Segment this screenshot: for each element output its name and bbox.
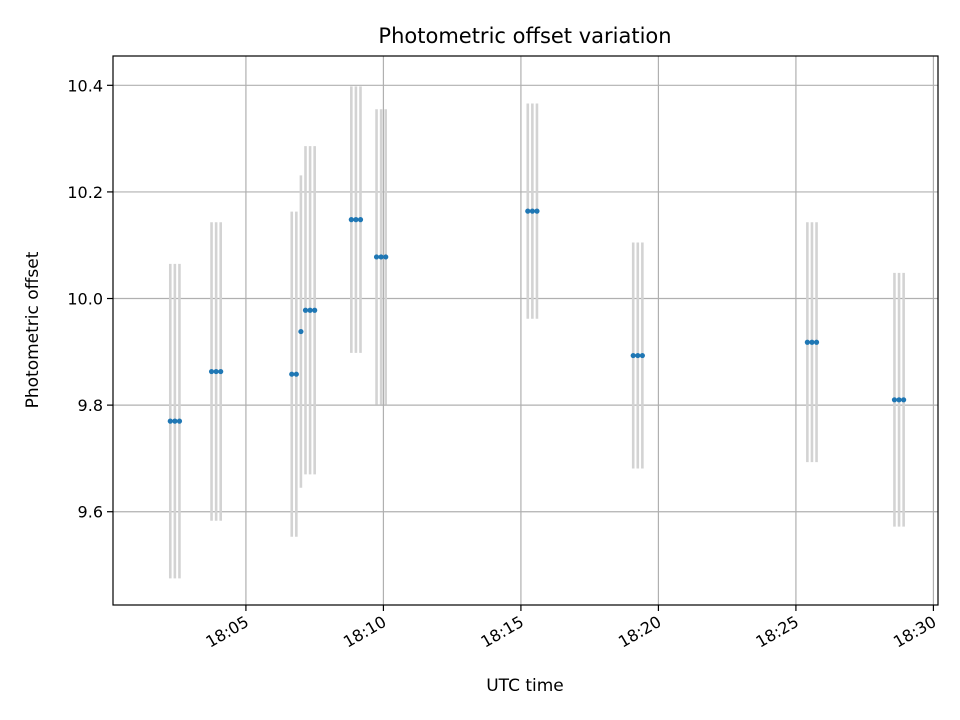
y-tick-label: 9.6 (78, 503, 103, 522)
data-point (293, 371, 299, 377)
data-point (901, 397, 907, 403)
data-point (312, 307, 318, 313)
data-point (378, 254, 384, 260)
data-point (357, 217, 364, 223)
plot-area (113, 56, 938, 605)
data-point (529, 208, 535, 214)
data-point (176, 418, 183, 424)
data-point (213, 368, 219, 375)
data-point (289, 371, 295, 377)
data-point (167, 418, 173, 424)
data-point (813, 339, 820, 345)
data-point (896, 397, 902, 403)
y-tick-label: 10.0 (67, 290, 103, 309)
chart-title: Photometric offset variation (378, 24, 671, 48)
data-point (630, 352, 636, 359)
data-point (525, 208, 531, 214)
data-point (891, 397, 898, 403)
y-tick-label: 10.2 (67, 183, 103, 202)
data-point (383, 254, 389, 260)
y-axis-ticks: 9.6 9.8 10.0 10.2 10.4 (67, 76, 113, 522)
data-point (298, 328, 304, 335)
y-tick-label: 10.4 (67, 76, 103, 95)
data-point (348, 217, 354, 223)
data-point (302, 307, 309, 313)
data-point (804, 339, 810, 345)
plot-frame (112, 55, 939, 606)
grid-lines (113, 56, 938, 605)
data-point (172, 418, 178, 424)
y-tick-label: 9.8 (78, 396, 103, 415)
data-point (809, 339, 815, 345)
data-point (307, 307, 313, 313)
x-axis-label: UTC time (486, 676, 564, 696)
data-points (167, 208, 907, 424)
data-point (208, 368, 215, 375)
data-point (218, 368, 224, 375)
data-point (353, 217, 359, 223)
data-point (534, 208, 540, 214)
data-point (635, 352, 641, 359)
y-axis-label: Photometric offset (23, 251, 43, 408)
data-point (373, 254, 380, 260)
data-point (639, 352, 645, 359)
